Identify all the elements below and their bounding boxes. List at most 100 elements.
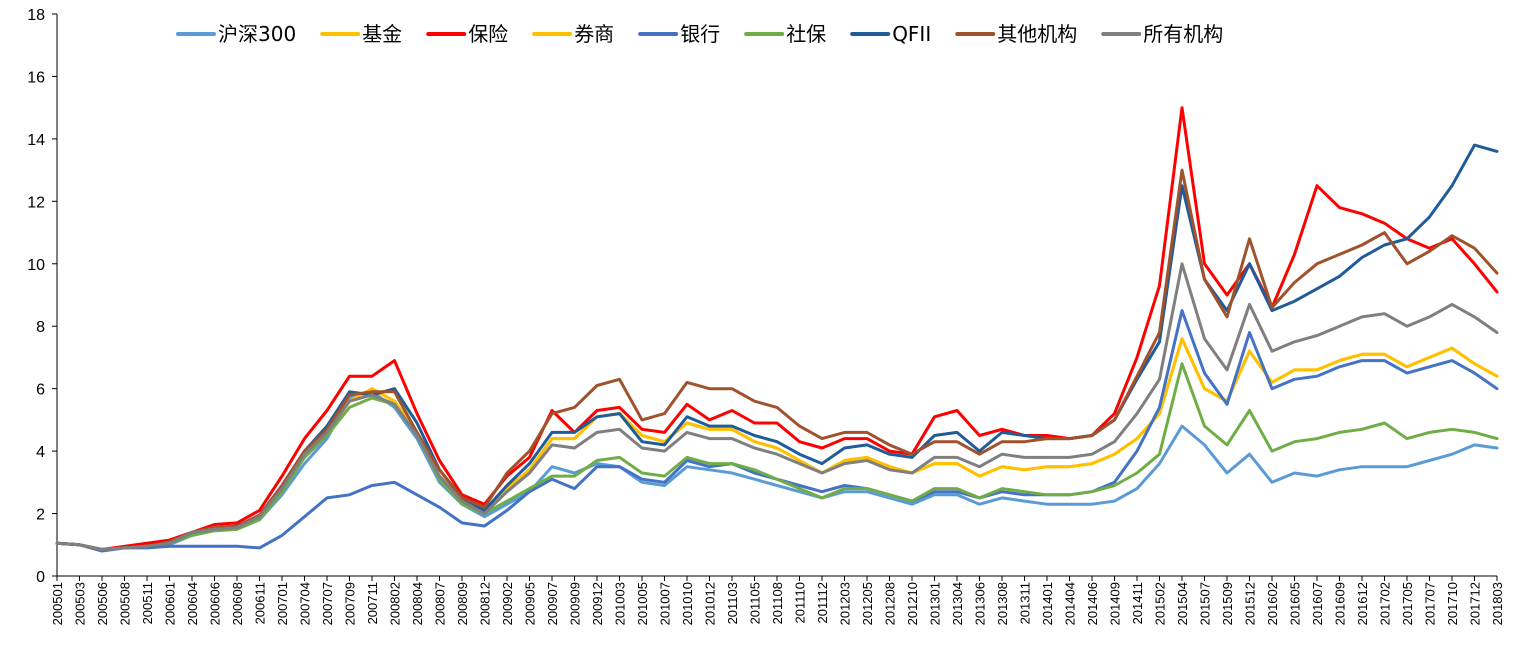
- x-axis: 200501 200503 200506 200508 200511 200601 2006…: [50, 575, 1505, 625]
- x-tick-label: 201112: [815, 582, 830, 623]
- x-tick-label: 201612: [1355, 582, 1370, 625]
- x-tick-label: 201108: [770, 582, 785, 624]
- x-tick-label: 200804: [410, 582, 425, 625]
- x-tick-label: 201712: [1468, 582, 1483, 625]
- y-tick-label: 14: [27, 132, 45, 149]
- series-line-2: [55, 106, 1499, 551]
- x-tick-label: 201509: [1220, 582, 1235, 625]
- legend-item: 券商: [532, 22, 614, 46]
- x-tick-label: 201406: [1085, 582, 1100, 625]
- x-tick-label: 201103: [725, 582, 740, 624]
- x-tick-label: 201304: [950, 582, 965, 625]
- y-tick-label: 12: [27, 194, 45, 211]
- x-tick-label: 201105: [748, 582, 763, 624]
- x-tick-label: 201707: [1423, 582, 1438, 625]
- x-tick-label: 200608: [230, 582, 245, 625]
- x-tick-label: 201502: [1153, 582, 1168, 625]
- x-tick-label: 201306: [973, 582, 988, 625]
- x-tick-label: 200812: [478, 582, 493, 625]
- x-tick-label: 201401: [1040, 582, 1055, 625]
- x-tick-label: 201705: [1400, 582, 1415, 625]
- x-tick-label: 200506: [95, 582, 110, 625]
- x-tick-label: 200807: [433, 582, 448, 625]
- x-tick-label: 200503: [73, 582, 88, 625]
- x-tick-label: 200704: [298, 582, 313, 625]
- legend-item: 银行: [638, 22, 720, 46]
- y-tick-label: 18: [27, 7, 45, 24]
- x-tick-label: 201710: [1445, 582, 1460, 625]
- legend-label: 其他机构: [997, 22, 1077, 46]
- legend-item: QFII: [850, 22, 931, 46]
- x-tick-label: 201110: [793, 582, 808, 623]
- series-layer: [55, 106, 1499, 553]
- legend-label: 所有机构: [1143, 22, 1223, 46]
- y-tick-label: 2: [36, 507, 45, 524]
- series-line-5: [55, 362, 1499, 551]
- legend-item: 所有机构: [1101, 22, 1223, 46]
- x-tick-label: 201504: [1175, 582, 1190, 625]
- legend-item: 沪深300: [176, 22, 296, 46]
- legend-item: 基金: [320, 22, 402, 46]
- x-tick-label: 201005: [635, 582, 650, 625]
- x-tick-label: 201411: [1130, 582, 1145, 624]
- legend: 沪深300 基金 保险 券商 银行 社保 QFII 其他机构 所有机构: [176, 22, 1223, 46]
- x-tick-label: 201803: [1490, 582, 1505, 625]
- y-tick-label: 10: [27, 257, 45, 274]
- x-tick-label: 201607: [1310, 582, 1325, 625]
- x-tick-label: 200711: [365, 582, 380, 624]
- series-line-3: [55, 337, 1499, 551]
- x-tick-label: 200611: [253, 582, 268, 624]
- x-tick-label: 201208: [883, 582, 898, 625]
- x-tick-label: 201605: [1288, 582, 1303, 625]
- series-line-0: [55, 390, 1499, 551]
- x-tick-label: 201205: [860, 582, 875, 625]
- x-tick-label: 201301: [928, 582, 943, 625]
- y-tick-label: 8: [36, 319, 45, 336]
- x-tick-label: 200606: [208, 582, 223, 625]
- x-tick-label: 200601: [163, 582, 178, 625]
- x-tick-label: 200802: [388, 582, 403, 625]
- legend-label: 沪深300: [218, 22, 296, 46]
- x-tick-label: 201010: [680, 582, 695, 625]
- legend-label: 社保: [786, 22, 826, 46]
- x-tick-label: 200707: [320, 582, 335, 625]
- legend-item: 保险: [426, 22, 508, 46]
- series-line-1: [55, 337, 1499, 551]
- x-tick-label: 201404: [1063, 582, 1078, 625]
- x-tick-label: 201602: [1265, 582, 1280, 625]
- series-line-8: [55, 262, 1499, 551]
- legend-label: 基金: [362, 22, 402, 46]
- y-axis: 0 2 4 6 8 10 12 14 16 18: [27, 7, 58, 586]
- x-tick-label: 201409: [1108, 582, 1123, 625]
- x-tick-label: 200909: [568, 582, 583, 625]
- x-tick-label: 201311: [1018, 582, 1033, 624]
- legend-item: 其他机构: [955, 22, 1077, 46]
- x-tick-label: 200907: [545, 582, 560, 625]
- x-tick-label: 201702: [1378, 582, 1393, 625]
- x-tick-label: 201210: [905, 582, 920, 625]
- x-tick-label: 200508: [118, 582, 133, 625]
- y-tick-label: 16: [27, 69, 45, 86]
- x-tick-label: 201203: [838, 582, 853, 625]
- y-tick-label: 6: [36, 382, 45, 399]
- x-tick-label: 201507: [1198, 582, 1213, 625]
- x-tick-label: 201012: [703, 582, 718, 625]
- legend-label: QFII: [892, 22, 931, 46]
- legend-label: 保险: [468, 22, 508, 46]
- legend-label: 银行: [680, 22, 720, 46]
- x-tick-label: 200501: [50, 582, 65, 625]
- y-tick-label: 4: [36, 444, 45, 461]
- x-tick-label: 200511: [140, 582, 155, 624]
- x-tick-label: 201007: [658, 582, 673, 625]
- x-tick-label: 200912: [590, 582, 605, 625]
- x-tick-label: 200905: [523, 582, 538, 625]
- x-tick-label: 200809: [455, 582, 470, 625]
- legend-label: 券商: [574, 22, 614, 46]
- x-tick-label: 200701: [275, 582, 290, 625]
- x-tick-label: 200902: [500, 582, 515, 625]
- x-tick-label: 201308: [995, 582, 1010, 625]
- x-tick-label: 201512: [1243, 582, 1258, 625]
- x-tick-label: 200604: [185, 582, 200, 625]
- y-tick-label: 0: [36, 569, 45, 586]
